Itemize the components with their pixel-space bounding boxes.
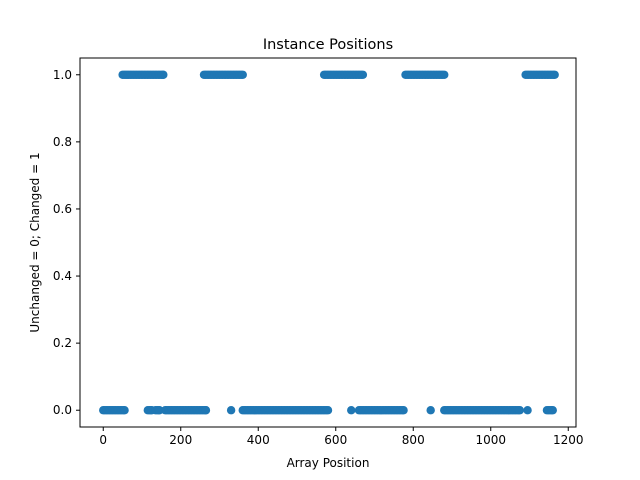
x-tick-label: 400 (247, 433, 270, 447)
y-tick-label: 0.6 (53, 202, 72, 216)
x-axis-ticks: 0 200 400 600 800 1000 1200 (99, 427, 584, 447)
data-point (426, 406, 435, 415)
x-tick-label: 600 (324, 433, 347, 447)
plot-frame (79, 57, 577, 428)
data-point (347, 406, 356, 415)
y-tick-label: 1.0 (53, 68, 72, 82)
y-axis-ticks: 0.0 0.2 0.4 0.6 0.8 1.0 (53, 68, 80, 417)
data-point (550, 70, 559, 79)
x-tick-label: 0 (99, 433, 107, 447)
x-tick-label: 800 (402, 433, 425, 447)
x-tick-label: 200 (169, 433, 192, 447)
data-points (99, 70, 559, 415)
chart-title: Instance Positions (263, 37, 393, 53)
data-point (155, 406, 164, 415)
data-point (399, 406, 408, 415)
y-tick-label: 0.0 (53, 403, 72, 417)
x-axis-label: Array Position (287, 456, 370, 470)
data-point (238, 70, 247, 79)
data-point (159, 70, 168, 79)
y-axis-label: Unchanged = 0; Changed = 1 (28, 152, 42, 332)
data-point (120, 406, 129, 415)
data-point (440, 70, 449, 79)
x-tick-label: 1200 (553, 433, 584, 447)
data-point (226, 406, 236, 415)
y-tick-label: 0.2 (53, 336, 72, 350)
y-tick-label: 0.8 (53, 135, 72, 149)
data-point (523, 406, 532, 415)
data-point (201, 406, 211, 415)
x-tick-label: 1000 (475, 433, 506, 447)
y-tick-label: 0.4 (53, 269, 72, 283)
data-point (515, 406, 525, 415)
data-point (358, 70, 368, 79)
data-point (323, 406, 333, 415)
data-point (548, 406, 557, 415)
